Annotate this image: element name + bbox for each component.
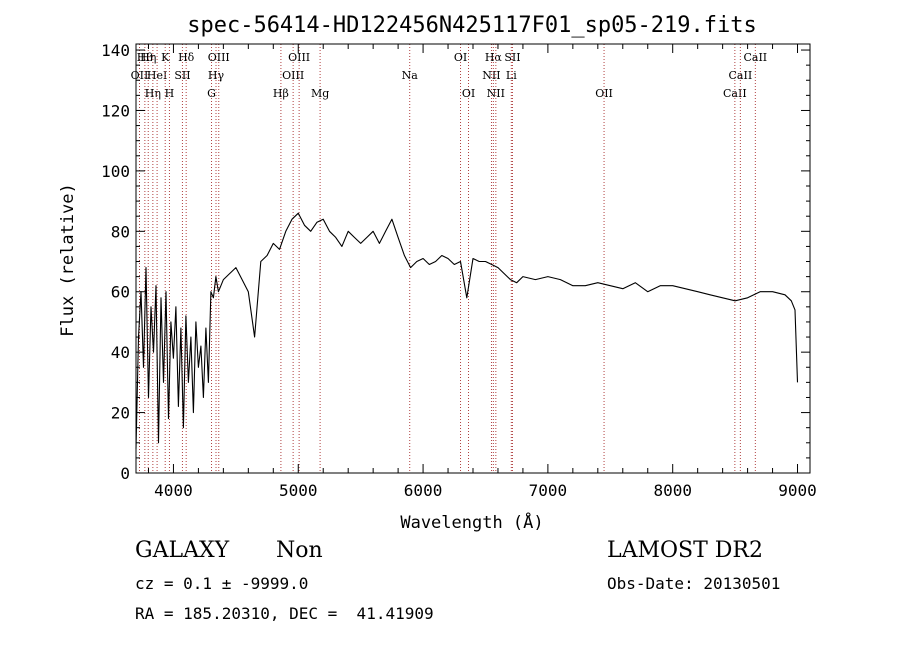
marker-label-4: HeI	[147, 69, 167, 82]
marker-label-26: CaII	[729, 69, 753, 82]
x-axis: 4000 5000 6000 7000 8000 9000	[147, 44, 817, 500]
y-tick-label-6: 120	[101, 101, 130, 120]
x-tick-label-5: 9000	[778, 481, 817, 500]
marker-label-23: SII	[504, 51, 520, 64]
marker-label-14: OIII	[288, 51, 310, 64]
marker-label-17: OI	[454, 51, 467, 64]
marker-label-16: Na	[402, 69, 419, 82]
y-tick-label-4: 80	[111, 222, 130, 241]
y-axis-label: Flux (relative)	[58, 183, 78, 337]
marker-label-21: NII	[487, 87, 505, 100]
y-tick-label-2: 40	[111, 343, 130, 362]
marker-label-5: K	[161, 51, 170, 64]
chart-title: spec-56414-HD122456N425117F01_sp05-219.f…	[187, 13, 757, 38]
spectrum-series	[135, 212, 799, 449]
survey-name: LAMOST DR2	[607, 538, 763, 563]
redshift-readout: cz = 0.1 ± -9999.0	[135, 574, 309, 593]
x-axis-label: Wavelength (Å)	[400, 511, 543, 533]
marker-label-11: OIII	[208, 51, 230, 64]
marker-label-1: Hθ	[137, 51, 154, 64]
x-tick-label-2: 6000	[404, 481, 443, 500]
x-tick-label-3: 7000	[529, 481, 568, 500]
y-tick-label-7: 140	[101, 41, 130, 60]
marker-label-9: G	[207, 87, 216, 100]
marker-label-0: OII	[131, 69, 149, 82]
obs-date: Obs-Date: 20130501	[607, 574, 781, 593]
object-subclass: Non	[276, 538, 323, 563]
spectrum-line	[135, 212, 799, 449]
y-axis: 0 20 40 60 80 100 120 140	[101, 41, 810, 483]
y-tick-label-3: 60	[111, 283, 130, 302]
marker-label-27: CaII	[743, 51, 767, 64]
coordinates: RA = 185.20310, DEC = 41.41909	[135, 604, 434, 623]
marker-label-20: Hα	[485, 51, 503, 64]
marker-label-25: CaII	[723, 87, 747, 100]
marker-label-8: Hδ	[178, 51, 195, 64]
x-tick-label-4: 8000	[653, 481, 692, 500]
spectrum-chart: spec-56414-HD122456N425117F01_sp05-219.f…	[58, 13, 817, 533]
marker-label-7: SII	[174, 69, 190, 82]
marker-label-22: Li	[506, 69, 517, 82]
marker-label-24: OII	[595, 87, 613, 100]
marker-label-3: Hη	[145, 87, 161, 100]
marker-label-10: Hγ	[208, 69, 225, 82]
spectral-line-markers: OIIHθHηHηHeIKHSIIHδGHγOIIIHβOIIIOIIIMgNa…	[131, 44, 767, 473]
marker-label-18: OI	[462, 87, 475, 100]
y-tick-label-5: 100	[101, 162, 130, 181]
marker-label-2: Hη	[140, 51, 156, 64]
marker-label-13: OIII	[282, 69, 304, 82]
marker-label-15: Mg	[311, 87, 329, 100]
object-class: GALAXY	[135, 538, 230, 563]
x-tick-label-0: 4000	[154, 481, 193, 500]
y-tick-label-0: 0	[120, 464, 130, 483]
marker-label-19: NII	[482, 69, 500, 82]
x-tick-label-1: 5000	[279, 481, 318, 500]
marker-label-12: Hβ	[273, 87, 289, 100]
y-tick-label-1: 20	[111, 404, 130, 423]
marker-label-6: H	[165, 87, 175, 100]
